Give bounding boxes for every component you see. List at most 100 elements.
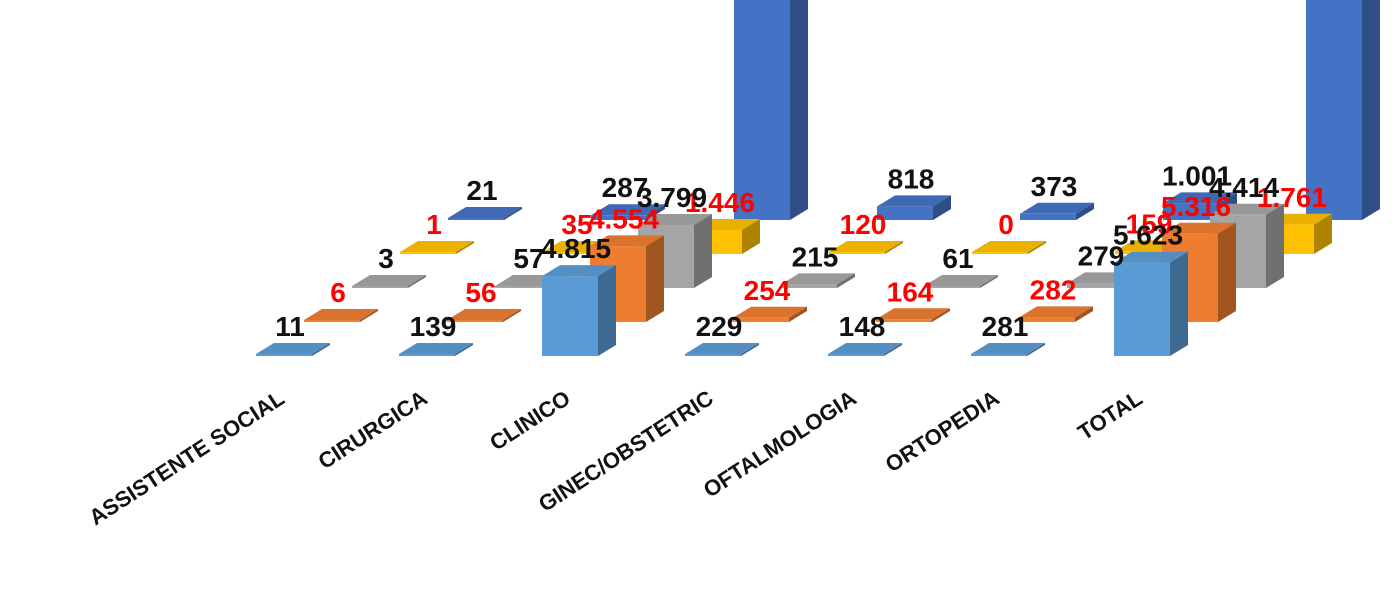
data-label-s2-ortopedia: 282 <box>1030 274 1077 305</box>
bar-s2-cirurgica <box>447 309 521 322</box>
data-label-s1-clinico: 4.815 <box>541 233 611 264</box>
bar-top-face <box>829 241 903 252</box>
category-label-assistente-social: ASSISTENTE SOCIAL <box>84 385 288 530</box>
bar-side-face <box>885 241 903 254</box>
bar-side-face <box>360 309 378 322</box>
data-label-s3-clinico: 3.799 <box>637 182 707 213</box>
bar-front-face <box>1306 0 1362 220</box>
bar-top-face <box>542 265 616 277</box>
data-label-s1-ginec-obstetric: 229 <box>696 311 743 342</box>
data-label-s5-cirurgica: 287 <box>602 172 649 203</box>
bar-top-face <box>447 309 521 320</box>
data-label-s2-ginec-obstetric: 254 <box>744 275 791 306</box>
bar-front-face <box>1019 317 1075 322</box>
category-axis-labels: ASSISTENTE SOCIAL CIRURGICA CLINICOGINEC/O… <box>84 385 1146 530</box>
bar-front-face <box>924 286 980 288</box>
bar-front-face <box>972 252 1028 254</box>
bar-top-face <box>399 343 473 354</box>
bar-front-face <box>876 319 932 322</box>
series-5-bars <box>448 0 1380 221</box>
data-label-s3-ortopedia: 279 <box>1078 240 1125 271</box>
bar-side-face <box>742 219 760 254</box>
bar-s1-clinico <box>542 265 616 356</box>
bar-side-face <box>646 235 664 322</box>
bar-front-face <box>781 284 837 288</box>
bar-front-face <box>1020 213 1076 220</box>
bar-front-face <box>352 286 408 288</box>
bar-s5-ginec-obstetric <box>877 195 951 220</box>
bar-top-face <box>972 241 1046 252</box>
bar-top-face <box>877 195 951 207</box>
bar-top-face <box>352 275 426 286</box>
bar-side-face <box>837 273 855 288</box>
bar-top-face <box>638 213 712 225</box>
bar-side-face <box>1170 251 1188 356</box>
data-label-s4-ginec-obstetric: 120 <box>840 209 887 240</box>
bar-front-face <box>1163 203 1219 220</box>
bar-s2-ortopedia <box>1019 306 1093 322</box>
bar-side-face <box>741 343 759 356</box>
bar-top-face <box>924 275 998 286</box>
bar-top-face <box>1210 203 1284 215</box>
bar-top-face <box>1114 251 1188 263</box>
data-label-s2-total: 5.316 <box>1161 191 1231 222</box>
bar-top-face <box>971 343 1045 354</box>
bar-front-face <box>448 218 504 220</box>
bar-top-face <box>1163 192 1237 204</box>
bar-s3-oftalmologia <box>924 275 998 288</box>
category-label-oftalmologia: OFTALMOLOGIA <box>699 385 861 502</box>
bar-top-face <box>876 308 950 320</box>
category-label-ortopedia: ORTOPEDIA <box>881 385 1004 477</box>
bar-side-face <box>455 343 473 356</box>
bar-front-face <box>542 276 598 356</box>
bar-side-face <box>980 275 998 288</box>
bar-front-face <box>543 252 599 254</box>
data-label-s1-ortopedia: 281 <box>982 311 1029 342</box>
data-label-s2-clinico: 4.554 <box>589 203 659 234</box>
bar-s5-total <box>1306 0 1380 220</box>
data-label-s2-oftalmologia: 164 <box>887 276 934 307</box>
data-label-s4-clinico: 1.446 <box>685 187 755 218</box>
bar-side-face <box>598 265 616 356</box>
bar-top-face <box>256 343 330 354</box>
data-label-s5-oftalmologia: 373 <box>1031 171 1078 202</box>
bar-front-face <box>734 0 790 221</box>
bar-s3-assistente-social <box>352 275 426 288</box>
bar-front-face <box>591 215 647 220</box>
bar-side-face <box>1076 202 1094 220</box>
data-label-s4-ortopedia: 159 <box>1126 208 1173 239</box>
data-label-s3-assistente-social: 3 <box>378 243 394 274</box>
data-label-s3-oftalmologia: 61 <box>942 243 973 274</box>
data-label-s2-cirurgica: 56 <box>465 277 496 308</box>
bar-side-face <box>1028 241 1046 254</box>
bar-s2-assistente-social <box>304 309 378 322</box>
bar-s1-assistente-social <box>256 343 330 356</box>
bar-s4-oftalmologia <box>972 241 1046 254</box>
bar-front-face <box>971 354 1027 356</box>
series-1-bars <box>256 251 1188 356</box>
bar-side-face <box>933 195 951 220</box>
data-label-s2-assistente-social: 6 <box>330 277 346 308</box>
bar-front-face <box>828 354 884 356</box>
bar-s5-assistente-social <box>448 207 522 220</box>
bar-s2-oftalmologia <box>876 308 950 322</box>
bar-side-face <box>1314 213 1332 254</box>
bar-s1-ortopedia <box>971 343 1045 356</box>
bar-top-face <box>685 343 759 354</box>
bar-top-face <box>1162 222 1236 234</box>
bar-s4-ginec-obstetric <box>829 241 903 254</box>
bar-front-face <box>304 320 360 322</box>
bar-side-face <box>312 343 330 356</box>
data-label-s1-oftalmologia: 148 <box>839 311 886 342</box>
bar-s1-total <box>1114 251 1188 356</box>
bar-side-face <box>789 306 807 322</box>
data-label-s5-assistente-social: 21 <box>466 175 497 206</box>
bar-s1-cirurgica <box>399 343 473 356</box>
bar-front-face <box>400 252 456 254</box>
data-labels: 2128714.6148183731.00117.1141351.4461200… <box>275 160 1327 342</box>
data-label-s5-ortopedia: 1.001 <box>1162 160 1232 191</box>
bar-s3-ginec-obstetric <box>781 273 855 288</box>
bar-top-face <box>733 306 807 318</box>
bar-side-face <box>694 213 712 288</box>
bar-side-face <box>503 309 521 322</box>
